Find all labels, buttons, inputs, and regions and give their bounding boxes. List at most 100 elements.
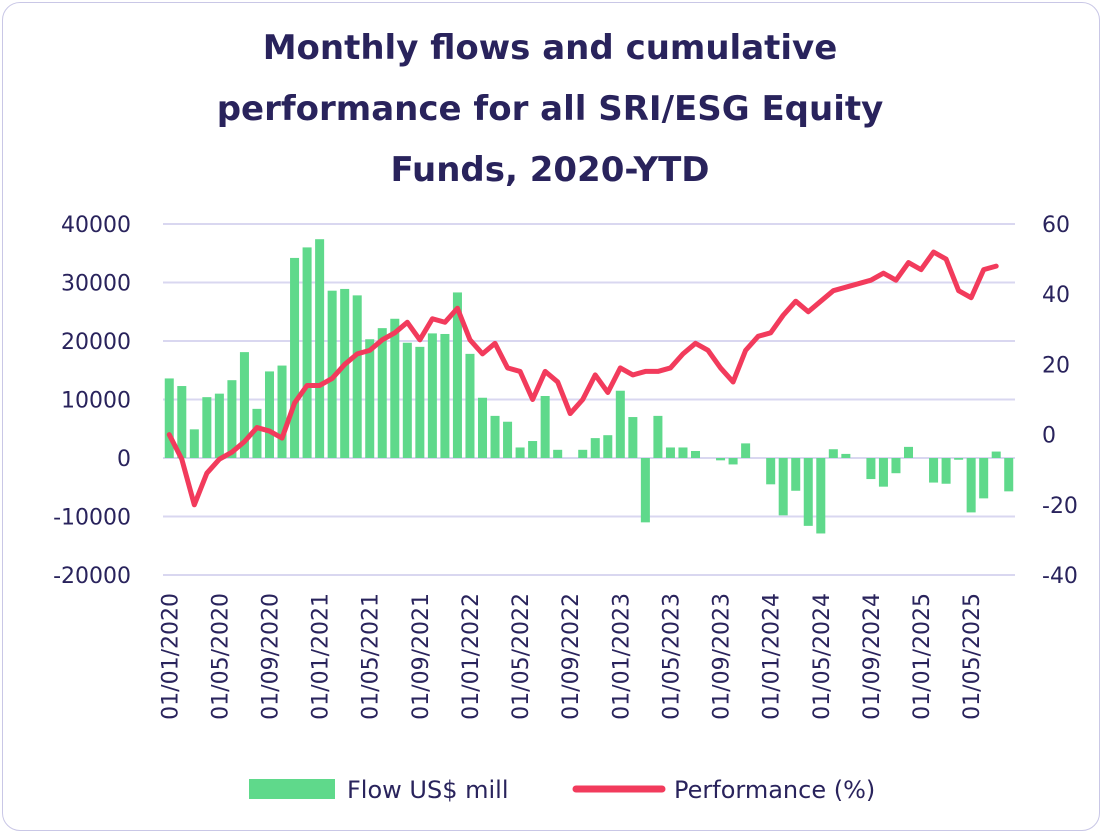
flow-bar [903,446,914,458]
x-tick-label: 01/09/2023 [710,593,735,720]
chart-title-line-2: performance for all SRI/ESG Equity [216,89,884,129]
right-tick-label: -20 [1042,494,1078,519]
x-axis-ticks: 01/01/2020 01/05/2020 01/09/2020 01/01/2021… [158,593,985,720]
x-tick-label: 01/05/2020 [208,593,233,720]
flow-bar [590,438,600,458]
flow-bar [816,458,826,534]
flow-bar [778,458,788,516]
legend-swatch-flow [249,779,335,799]
flow-bar [327,290,337,458]
x-tick-label: 01/09/2024 [860,593,885,720]
flow-bar [490,415,500,458]
flow-bar [515,447,525,458]
flow-bar [803,458,813,526]
left-tick-label: -20000 [53,564,131,589]
left-tick-label: -10000 [53,506,131,531]
x-tick-label: 01/09/2022 [559,593,584,720]
x-tick-label: 01/01/2022 [459,593,484,720]
flow-bar [979,458,989,499]
flow-bar [741,443,751,459]
flow-bar [640,458,650,523]
right-tick-label: 20 [1042,353,1070,378]
left-tick-label: 10000 [61,389,131,414]
flow-bar [678,447,688,458]
legend-label-performance: Performance (%) [674,776,875,804]
left-tick-label: 30000 [61,272,131,297]
flow-bar [290,257,300,458]
x-tick-label: 01/05/2021 [359,593,384,720]
flow-bar [227,380,237,458]
flow-bar [628,417,638,458]
flow-bar [728,458,738,465]
flow-bar [302,247,312,458]
flow-bar [340,288,350,458]
flow-bar [214,393,224,458]
x-tick-label: 01/01/2020 [158,593,183,720]
flow-bar [315,239,325,458]
x-tick-label: 01/05/2025 [960,593,985,720]
flow-bar [791,458,801,491]
flow-bar [427,333,437,458]
flow-bar [665,447,675,458]
flow-bar [252,408,262,458]
x-tick-label: 01/09/2020 [259,593,284,720]
flow-bar [503,421,513,458]
flow-bar [866,458,876,480]
flow-bar [164,378,174,458]
flow-bar [878,458,888,487]
flow-bar [402,342,412,458]
flow-bar [603,435,613,458]
x-tick-label: 01/01/2025 [910,593,935,720]
right-tick-label: -40 [1042,564,1078,589]
flow-bar [477,397,488,458]
flow-bar [189,429,199,458]
flow-bar [452,292,462,458]
flow-bar [202,397,212,458]
flow-bar [891,458,901,474]
flow-bar [991,451,1001,458]
left-tick-label: 40000 [61,213,131,238]
flow-bar [465,353,475,458]
right-tick-label: 0 [1042,424,1056,449]
flow-bar [264,371,275,458]
right-tick-label: 60 [1042,213,1070,238]
flow-bar [390,318,400,458]
legend: Flow US$ mill Performance (%) [249,776,875,804]
left-tick-label: 0 [117,447,131,472]
chart-title-line-1: Monthly flows and cumulative [262,28,838,68]
flow-bar [615,390,625,458]
flow-bar [578,449,588,458]
flow-bar [239,352,249,458]
left-tick-label: 20000 [61,330,131,355]
flow-bar [954,458,964,460]
flow-bar [653,415,663,458]
performance-line-group [166,249,999,508]
chart-title: Monthly flows and cumulative performance… [150,18,950,201]
performance-line [166,249,999,508]
x-tick-label: 01/05/2024 [810,593,835,720]
flow-bar [540,395,550,458]
x-tick-label: 01/09/2021 [409,593,434,720]
flow-bar [352,295,362,458]
legend-label-flow: Flow US$ mill [347,776,509,804]
flow-bar [528,441,538,458]
flow-bar [716,458,726,461]
x-tick-label: 01/05/2023 [659,593,684,720]
flow-bar [929,458,939,483]
flow-bar [553,449,563,458]
flow-bar [377,328,387,458]
right-tick-label: 40 [1042,283,1070,308]
flow-bar [177,386,187,458]
flow-bars [164,239,1014,534]
x-tick-label: 01/01/2024 [760,593,785,720]
flow-bar [941,458,951,484]
flow-bar [1004,458,1014,492]
flow-bar [841,453,851,458]
x-tick-label: 01/05/2022 [509,593,534,720]
flow-bar [365,339,375,458]
flow-bar [415,346,425,458]
chart-title-line-3: Funds, 2020-YTD [390,150,710,190]
flow-bar [828,449,838,458]
x-tick-label: 01/01/2021 [309,593,334,720]
